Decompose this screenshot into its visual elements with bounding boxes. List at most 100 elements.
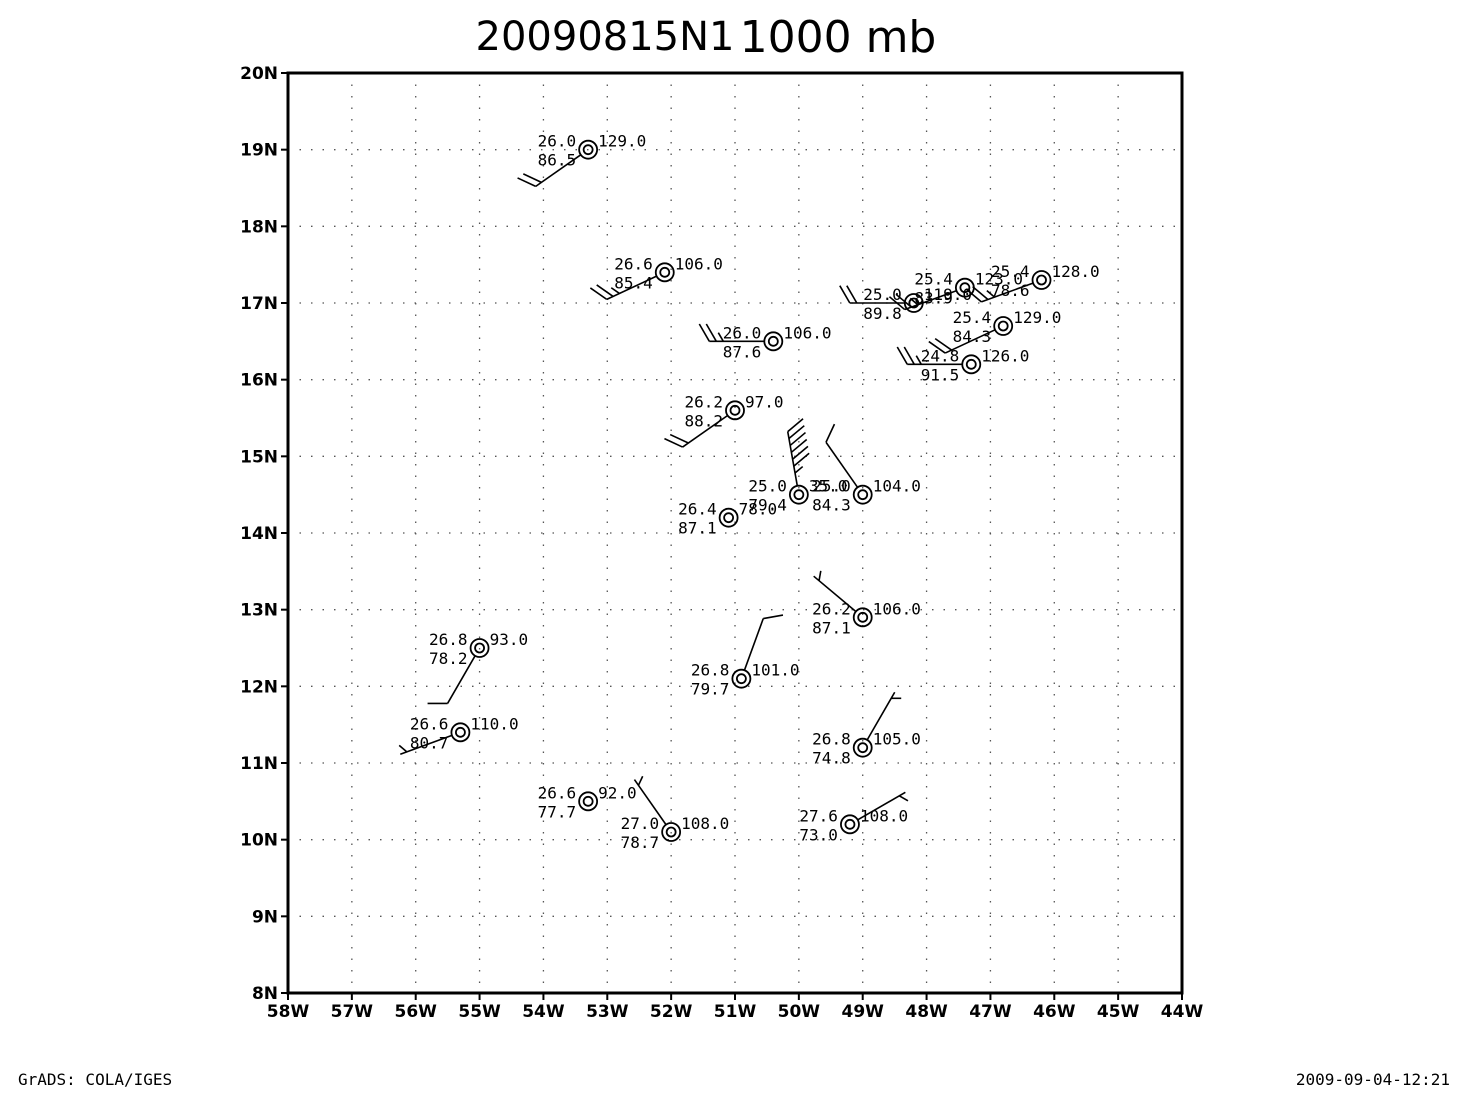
- station-temperature: 26.6: [410, 714, 449, 733]
- x-tick-label: 56W: [395, 1002, 438, 1022]
- wind-barb-shaft: [981, 282, 1034, 303]
- station-ring-outer: [1031, 270, 1052, 290]
- wind-barb-feather: [965, 288, 982, 303]
- station-ring-inner: [1036, 274, 1047, 286]
- station-model: 27.673.0 108.0: [799, 791, 909, 844]
- y-tick-label: 10N: [240, 831, 278, 851]
- station-humidity: 87.1: [678, 519, 717, 538]
- wind-barb-feather: [888, 296, 906, 311]
- station-humidity: 78.7: [621, 833, 660, 852]
- station-ring-inner: [908, 297, 920, 309]
- y-tick-label: 20N: [240, 64, 278, 84]
- wind-barb-feather: [934, 337, 952, 351]
- wind-barb-feather: [972, 286, 989, 301]
- station-height: 126.0: [981, 346, 1029, 365]
- wind-barb-feather: [522, 173, 542, 184]
- station-height: 128.0: [1052, 262, 1100, 281]
- station-height: 129.0: [1013, 308, 1061, 327]
- station-height: 123.0: [975, 270, 1023, 289]
- station-ring-inner: [455, 726, 466, 738]
- axis-ticks: 58W 57W 56W 55W 54W 53W 52W 51W 50W 49W 48W 47W 46W 4…: [240, 64, 1203, 1022]
- wind-barb-half-feather: [794, 465, 804, 474]
- y-tick-label: 19N: [240, 141, 278, 161]
- station-model: 25.478.6 128.0: [965, 262, 1100, 303]
- wind-barb-feather: [664, 437, 683, 448]
- wind-barb-half-feather: [610, 287, 620, 295]
- wind-barb-half-feather: [717, 332, 725, 342]
- station-temperature: 26.8: [429, 630, 468, 649]
- x-tick-label: 54W: [522, 1002, 565, 1022]
- y-tick-label: 12N: [240, 677, 278, 697]
- wind-barb-feather: [789, 431, 807, 447]
- station-ring-inner: [857, 611, 869, 623]
- y-tick-label: 16N: [240, 371, 278, 391]
- station-model: 26.087.6 106.0: [698, 323, 831, 361]
- x-tick-label: 48W: [905, 1002, 948, 1022]
- y-tick-label: 13N: [240, 601, 278, 621]
- wind-barb-half-feather: [398, 744, 408, 753]
- station-model: 26.879.7 101.0: [691, 614, 800, 699]
- station-humidity: 74.8: [812, 749, 851, 768]
- station-temperature: 26.8: [691, 661, 730, 680]
- station-temperature: 26.4: [678, 500, 717, 519]
- station-ring-inner: [582, 144, 594, 156]
- station-model: 26.287.1 106.0: [812, 570, 921, 637]
- station-temperature: 26.0: [538, 132, 577, 151]
- station-temperature: 26.6: [538, 783, 577, 802]
- wind-barb-shaft: [813, 575, 857, 613]
- y-tick-label: 9N: [252, 907, 278, 927]
- wind-barb-shaft: [606, 275, 657, 301]
- station-height: 105.0: [873, 730, 921, 749]
- station-ring-outer: [961, 354, 982, 375]
- station-height: 93.0: [490, 630, 529, 649]
- station-ring-inner: [959, 282, 971, 294]
- station-humidity: 87.1: [812, 618, 851, 637]
- station-ring-outer: [763, 331, 784, 352]
- x-tick-label: 47W: [969, 1002, 1012, 1022]
- station-ring-outer: [718, 507, 739, 528]
- station-model: 26.685.4 106.0: [589, 254, 723, 301]
- station-ring-outer: [469, 638, 490, 658]
- wind-barb-feather: [517, 177, 537, 188]
- station-humidity: 79.4: [748, 496, 787, 515]
- station-temperature: 25.4: [991, 262, 1030, 281]
- wind-barb-feather: [903, 346, 915, 365]
- station-ring-inner: [665, 826, 677, 838]
- chart-title: 20090815N1: [476, 14, 735, 60]
- station-ring-inner: [844, 818, 856, 830]
- station-height: 129.0: [598, 132, 646, 151]
- station-ring-inner: [659, 266, 671, 278]
- station-ring-outer: [578, 791, 599, 812]
- station-humidity: 79.7: [691, 680, 730, 699]
- chart-level-title: 1000 mb: [740, 12, 937, 63]
- wind-barb-feather: [787, 418, 804, 433]
- wind-barb-feather: [928, 340, 946, 354]
- station-height: 104.0: [873, 477, 921, 496]
- station-model: 25.483.9 123.0: [888, 270, 1023, 311]
- x-tick-label: 45W: [1097, 1002, 1140, 1022]
- footer-source: GrADS: COLA/IGES: [18, 1070, 172, 1089]
- station-height: 108.0: [681, 814, 729, 833]
- wind-barb-shaft: [400, 734, 453, 755]
- station-height: 110.0: [470, 714, 518, 733]
- station-humidity: 91.5: [921, 365, 960, 384]
- station-height: 35.0: [809, 477, 848, 496]
- station-humidity: 78.2: [429, 649, 468, 668]
- station-temperature: 27.0: [621, 814, 660, 833]
- station-humidity: 83.9: [914, 289, 953, 308]
- wind-barb-feather: [792, 445, 809, 460]
- wind-barb-shaft: [857, 791, 906, 821]
- station-humidity: 85.4: [614, 273, 653, 292]
- y-tick-label: 15N: [240, 447, 278, 467]
- x-tick-label: 58W: [267, 1002, 310, 1022]
- station-ring-inner: [965, 358, 977, 370]
- station-temperature: 26.6: [614, 254, 653, 273]
- station-ring-inner: [857, 489, 869, 501]
- station-height: 106.0: [783, 323, 831, 342]
- station-ring-outer: [725, 400, 745, 421]
- wind-barb-half-feather: [818, 570, 822, 581]
- station-ring-outer: [852, 607, 873, 628]
- station-ring-inner: [857, 742, 869, 754]
- station-temperature: 25.0: [748, 477, 787, 496]
